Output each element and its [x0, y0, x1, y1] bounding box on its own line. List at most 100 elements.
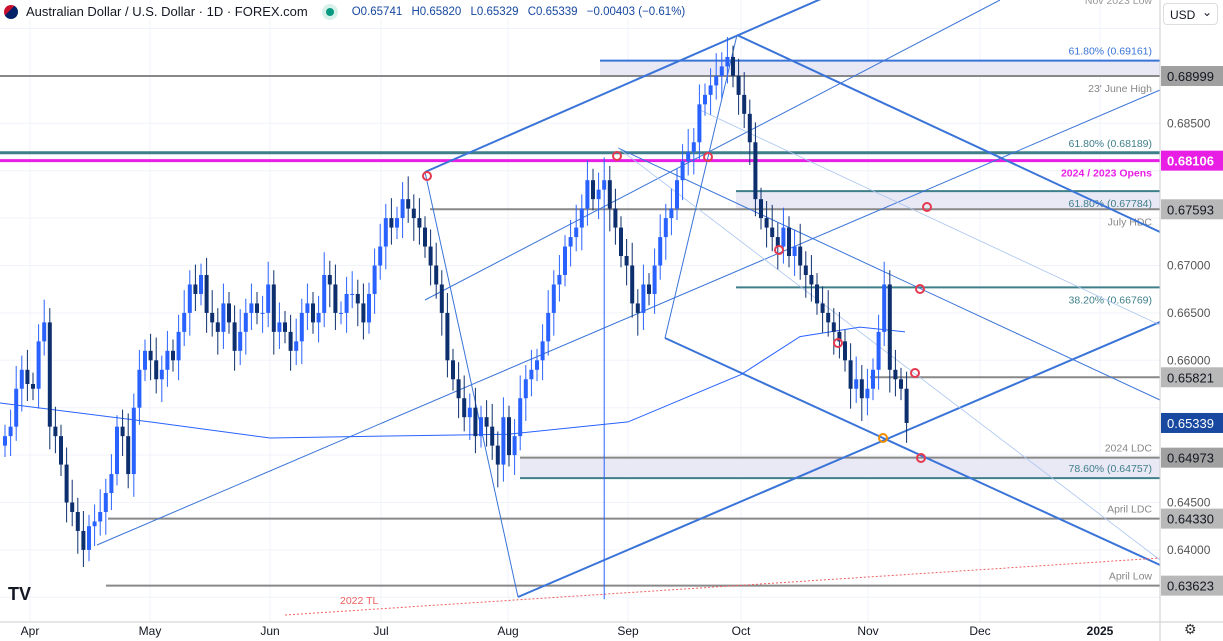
x-tick-label: Apr — [21, 624, 40, 638]
candle-body — [809, 274, 814, 285]
candle-body — [98, 511, 103, 522]
x-tick-label: Dec — [969, 624, 990, 638]
candle-body — [546, 312, 551, 342]
candle-body — [187, 284, 192, 313]
price-axis-badge — [1161, 199, 1223, 220]
candle-body — [238, 331, 243, 351]
plot-area — [0, 0, 1160, 622]
candle-body — [848, 360, 853, 389]
candle-body — [523, 379, 528, 399]
candle-body — [764, 218, 769, 228]
candle-body — [798, 246, 803, 266]
candle-body — [887, 284, 892, 370]
candle-body — [350, 293, 355, 295]
level-label: 78.60% (0.64757) — [1069, 463, 1152, 475]
candle-body — [423, 227, 427, 247]
price-axis-badge-label: 0.65821 — [1167, 370, 1214, 385]
pivot-marker — [922, 202, 932, 212]
candle-body — [53, 426, 58, 437]
candle-body — [103, 493, 108, 512]
x-tick-label: Oct — [732, 624, 751, 638]
high-value: H0.65820 — [411, 5, 462, 18]
candle-body — [826, 312, 831, 323]
candle-body — [669, 208, 674, 219]
market-status-icon — [325, 7, 334, 16]
candle-body — [115, 426, 119, 475]
price-axis-badge-label: 0.67593 — [1167, 202, 1214, 217]
level-label: 61.80% (0.67784) — [1069, 198, 1152, 210]
candle-body — [126, 436, 131, 475]
candle-body — [820, 303, 825, 313]
candle-body — [865, 388, 870, 399]
support-resistance-zone — [736, 191, 1160, 210]
low-value: L0.65329 — [470, 5, 519, 18]
candle-body — [574, 227, 579, 238]
candle-body — [322, 274, 327, 313]
gear-icon[interactable]: ⚙ — [1184, 621, 1197, 637]
candle-body — [227, 303, 231, 323]
candle-body — [490, 426, 495, 446]
candle-body — [843, 341, 847, 361]
candle-body — [221, 303, 226, 332]
pivot-marker — [422, 171, 432, 181]
candle-body — [747, 113, 752, 143]
trendline-label: 2022 TL — [340, 595, 378, 607]
candle-body — [193, 284, 198, 294]
candle-body — [759, 199, 763, 219]
tradingview-logo: TV — [8, 584, 31, 604]
ohlc-readout: O0.65741 H0.65820 L0.65329 C0.65339 −0.0… — [352, 6, 692, 18]
candle-body — [579, 208, 584, 228]
candle-body — [691, 142, 696, 152]
y-tick-label: 0.66500 — [1167, 306, 1211, 320]
candle-body — [131, 407, 136, 475]
open-value: O0.65741 — [351, 5, 403, 18]
candle-body — [137, 369, 142, 408]
level-label: April Low — [1109, 571, 1153, 583]
candle-body — [70, 502, 75, 512]
candle-body — [775, 237, 780, 247]
price-axis-badge — [1161, 575, 1223, 596]
candle-body — [563, 246, 567, 275]
candle-body — [92, 521, 97, 527]
candle-body — [652, 265, 657, 294]
candle-body — [288, 331, 293, 351]
level-label: 61.80% (0.68189) — [1069, 138, 1152, 150]
trend-line — [424, 171, 519, 598]
pivot-marker — [703, 152, 713, 162]
price-axis-badge — [1161, 508, 1223, 529]
last-price-label: 0.65339 — [1167, 416, 1214, 431]
candle-body — [199, 274, 203, 294]
candle-body — [277, 322, 282, 332]
candle-body — [725, 56, 730, 67]
trend-line — [699, 109, 1161, 326]
y-tick-label: 0.66000 — [1167, 353, 1211, 367]
level-label: 38.20% (0.66769) — [1069, 294, 1152, 306]
pivot-marker — [833, 338, 843, 348]
candle-body — [143, 350, 147, 370]
candle-body — [311, 303, 315, 323]
level-label: 2024 LDC — [1105, 443, 1153, 455]
x-tick-label: Jul — [373, 624, 388, 638]
candle-body — [770, 227, 775, 238]
candle-body — [344, 293, 349, 313]
candle-body — [568, 237, 573, 247]
price-axis-badge-label: 0.68106 — [1167, 154, 1214, 169]
candle-body — [585, 180, 590, 209]
candle-body — [882, 284, 887, 332]
candle-body — [154, 360, 159, 380]
currency-select[interactable]: USD — [1163, 1, 1218, 25]
candle-body — [294, 341, 299, 351]
candle-body — [507, 417, 511, 456]
candle-body — [327, 274, 332, 285]
candle-body — [182, 312, 187, 332]
candle-body — [148, 350, 153, 361]
candle-body — [411, 208, 416, 219]
candle-body — [899, 379, 903, 389]
symbol-title[interactable]: Australian Dollar / U.S. Dollar · 1D · F… — [26, 4, 308, 19]
candle-body — [854, 379, 859, 389]
candle-body — [462, 398, 467, 418]
candle-body — [551, 284, 556, 313]
candle-body — [64, 464, 69, 503]
candle-body — [680, 161, 685, 181]
